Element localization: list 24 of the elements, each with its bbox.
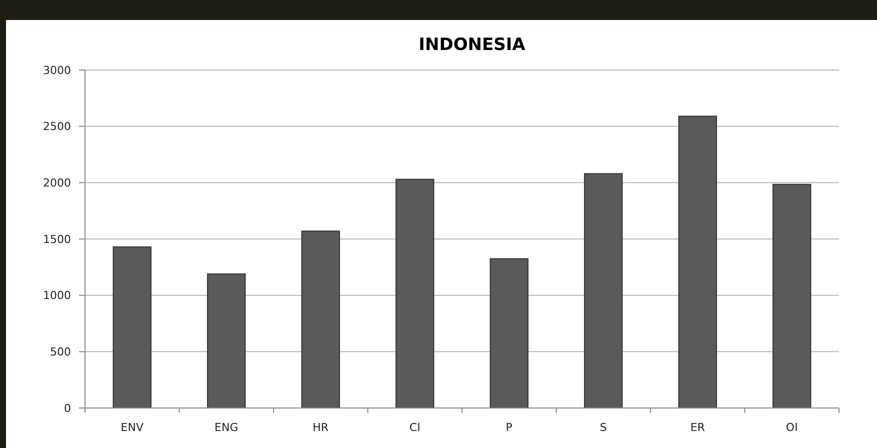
bar: [112, 246, 152, 408]
y-tick-label: 1500: [43, 232, 71, 246]
x-tick-label: ENG: [214, 421, 238, 434]
x-tick-label: ER: [690, 421, 706, 434]
y-tick-label: 1000: [43, 289, 71, 302]
bar: [396, 178, 434, 408]
y-tick-label: 500: [50, 346, 71, 359]
x-tick-label: P: [506, 421, 513, 434]
x-tick-label: OI: [786, 421, 798, 434]
x-tick-label: ENV: [120, 421, 144, 434]
bar: [772, 184, 812, 408]
x-tick-label: HR: [312, 421, 329, 434]
x-tick-label: S: [600, 421, 607, 434]
x-tick-label: CI: [409, 421, 420, 434]
bar: [301, 230, 340, 408]
bar: [490, 258, 528, 408]
bar: [207, 273, 246, 408]
bar: [584, 173, 623, 408]
chart-title: INDONESIA: [418, 35, 526, 55]
y-tick-label: 3000: [43, 64, 71, 77]
y-tick-label: 0: [64, 402, 71, 415]
y-tick-label: 2500: [43, 120, 71, 134]
y-tick-label: 2000: [43, 176, 71, 190]
bar: [678, 116, 717, 408]
